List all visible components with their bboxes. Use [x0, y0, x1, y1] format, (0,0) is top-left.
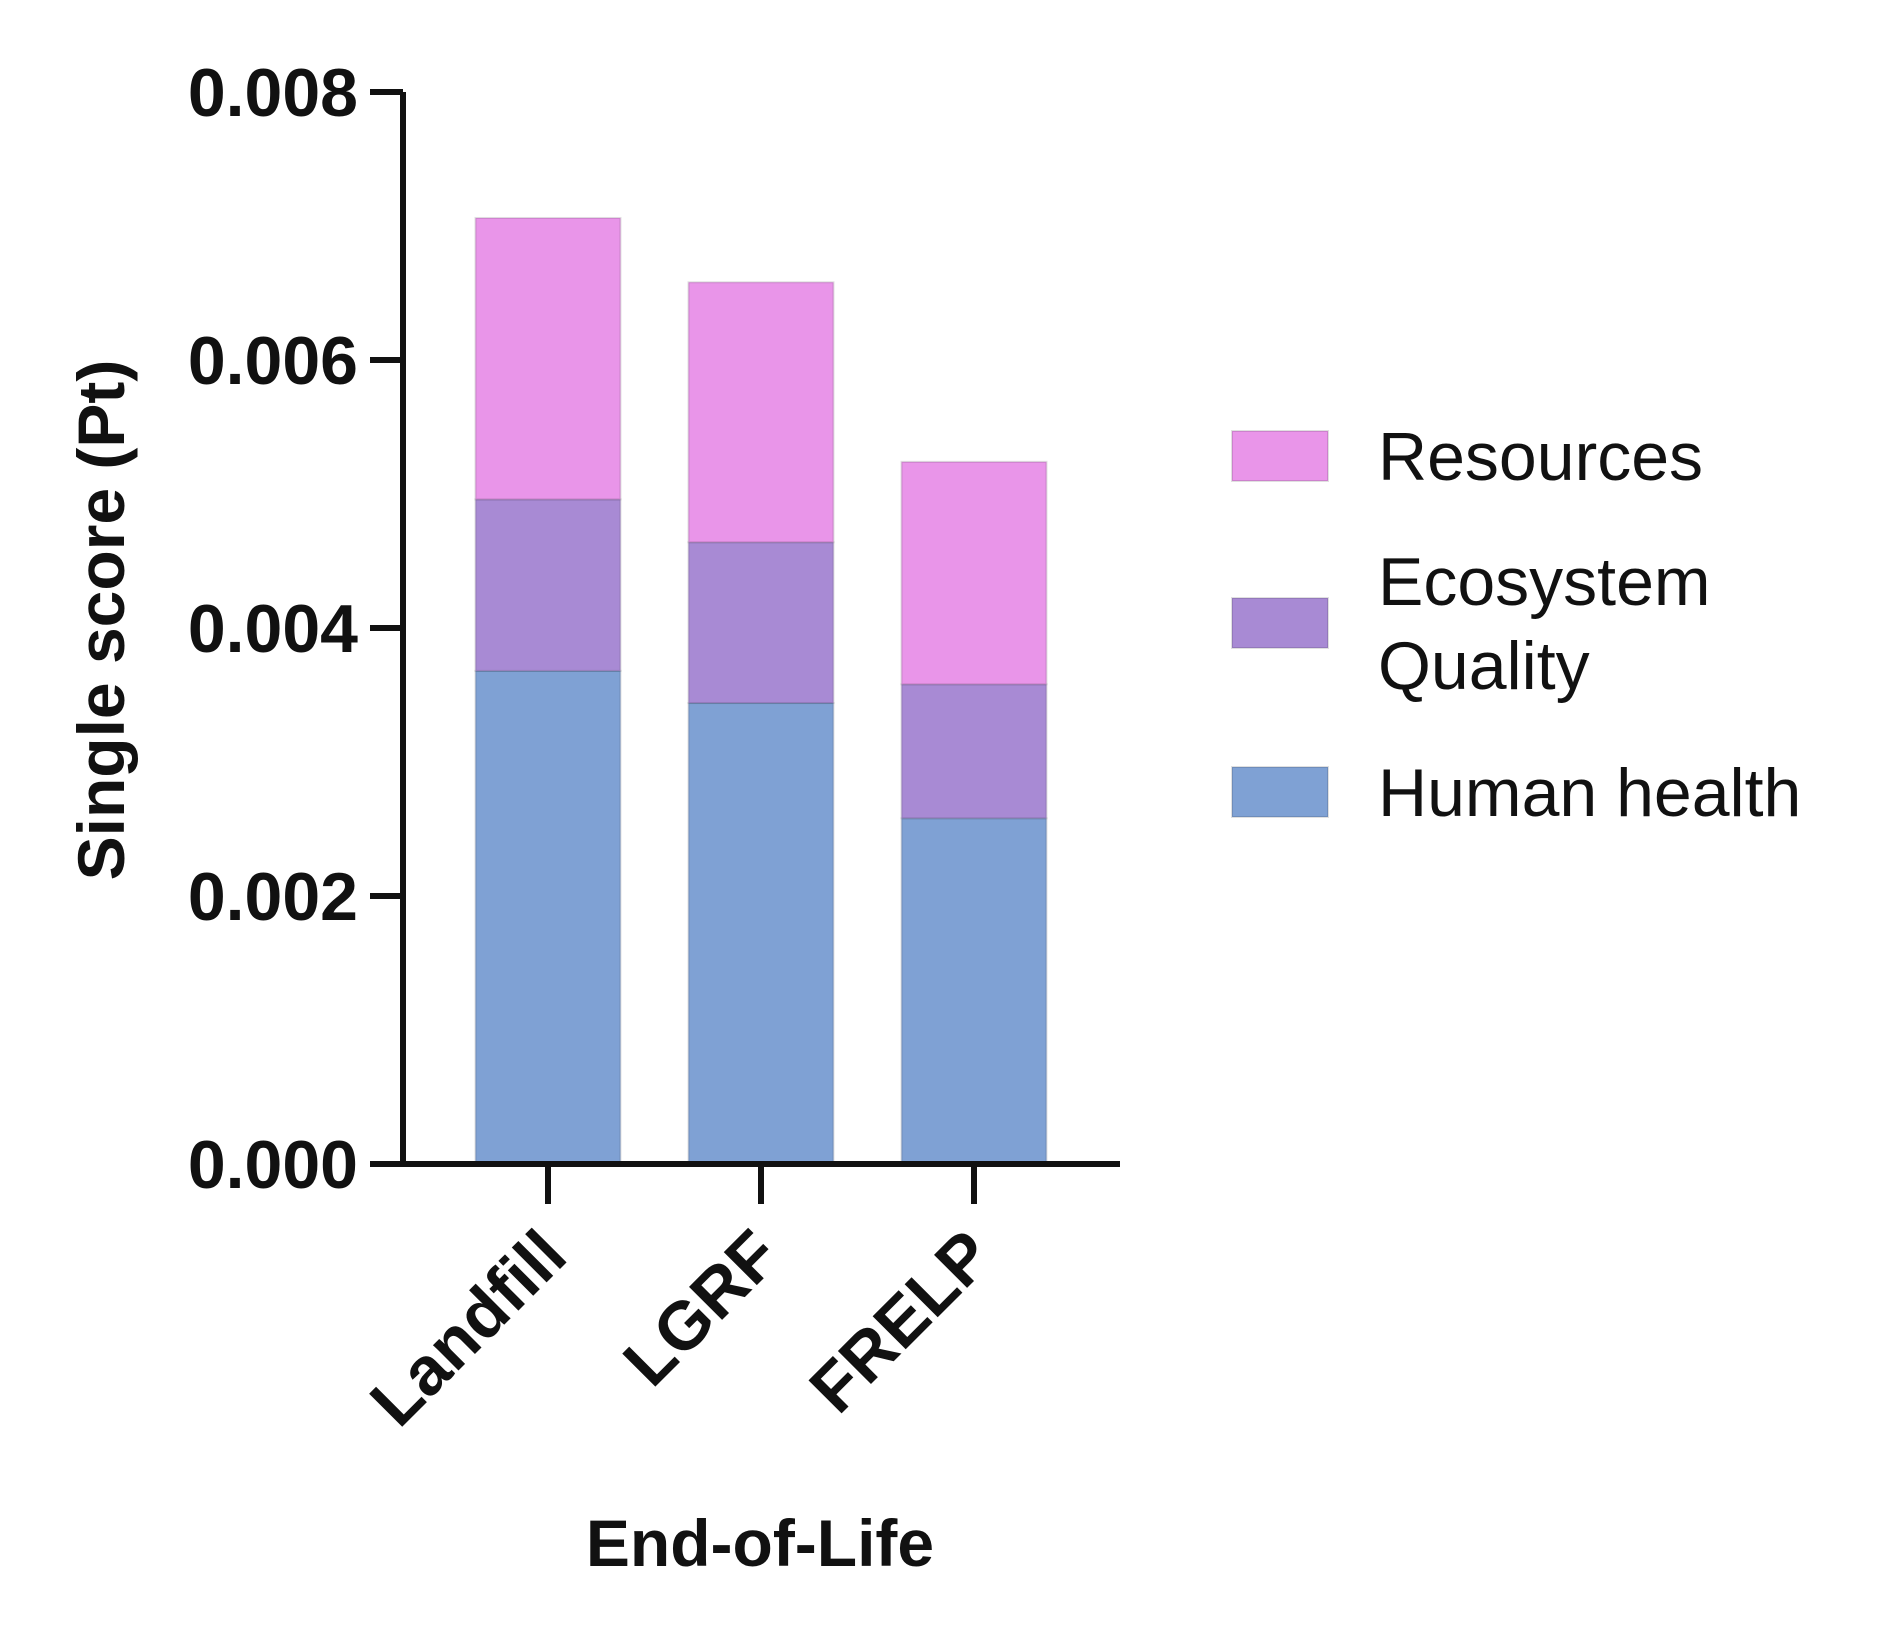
y-tick-label: 0.004 [188, 591, 358, 667]
bar-landfill-resources [474, 216, 622, 501]
bar-lgrf-ecosystem-quality [687, 541, 835, 705]
bar-frelp-resources [900, 460, 1048, 686]
legend-item-human-health: Human health [1231, 755, 1801, 831]
legend-item-ecosystem-quality: Ecosystem Quality [1231, 544, 1711, 704]
x-tick-label-frelp: FRELP [795, 1216, 1006, 1427]
bars-layer [474, 216, 1048, 1166]
x-tick-label-lgrf: LGRF [609, 1216, 794, 1401]
legend-swatch-ecosystem-quality [1231, 597, 1329, 649]
bar-lgrf-resources [687, 281, 835, 544]
bar-landfill-human-health [474, 669, 622, 1165]
y-tick-label: 0.002 [188, 859, 358, 935]
legend-swatch-human-health [1231, 766, 1329, 818]
bar-lgrf-human-health [687, 702, 835, 1165]
bar-landfill-ecosystem-quality [474, 498, 622, 672]
y-tick-label: 0.000 [188, 1127, 358, 1203]
bar-frelp-ecosystem-quality [900, 683, 1048, 820]
legend-item-resources: Resources [1231, 419, 1703, 495]
x-tick-label-landfill: Landfill [356, 1216, 581, 1441]
y-tick-label: 0.008 [188, 55, 358, 131]
legend-label-resources: Resources [1378, 419, 1703, 495]
bar-frelp-human-health [900, 817, 1048, 1166]
legend: Resources Ecosystem Quality Human health [1231, 419, 1801, 831]
legend-swatch-resources [1231, 430, 1329, 482]
y-tick-label: 0.006 [188, 323, 358, 399]
legend-label-human-health: Human health [1378, 755, 1801, 831]
y-axis-title: Single score (Pt) [64, 360, 138, 881]
legend-label-ecosystem-quality: Ecosystem Quality [1378, 544, 1711, 704]
x-axis-title: End-of-Life [586, 1506, 934, 1580]
